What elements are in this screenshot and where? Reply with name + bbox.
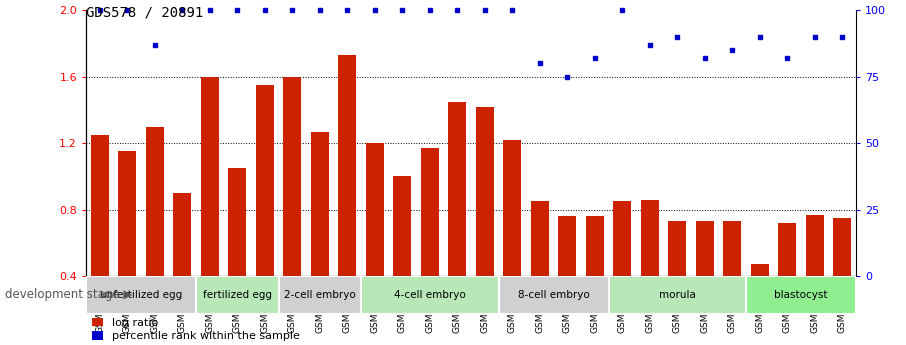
Bar bbox=[201, 77, 218, 276]
Bar bbox=[696, 221, 714, 276]
Bar bbox=[476, 107, 494, 276]
Bar bbox=[498, 276, 609, 314]
Bar bbox=[393, 176, 411, 276]
Bar bbox=[724, 221, 741, 276]
Bar bbox=[504, 140, 521, 276]
Legend: log ratio, percentile rank within the sample: log ratio, percentile rank within the sa… bbox=[92, 318, 300, 341]
Text: blastocyst: blastocyst bbox=[775, 290, 828, 300]
Text: fertilized egg: fertilized egg bbox=[203, 290, 272, 300]
Text: morula: morula bbox=[659, 290, 696, 300]
Bar bbox=[119, 151, 136, 276]
Bar bbox=[366, 143, 384, 276]
Bar bbox=[609, 276, 747, 314]
Bar bbox=[778, 223, 796, 276]
Text: 4-cell embryo: 4-cell embryo bbox=[394, 290, 466, 300]
Bar bbox=[339, 55, 356, 276]
Bar bbox=[311, 131, 329, 276]
Bar bbox=[586, 216, 603, 276]
Bar bbox=[448, 102, 467, 276]
Bar bbox=[806, 215, 824, 276]
Bar bbox=[669, 221, 687, 276]
Text: GDS578 / 20891: GDS578 / 20891 bbox=[86, 5, 203, 19]
Bar bbox=[834, 218, 852, 276]
Bar bbox=[173, 193, 191, 276]
Bar bbox=[284, 77, 302, 276]
Bar bbox=[255, 85, 274, 276]
Text: development stage ▶: development stage ▶ bbox=[5, 288, 132, 302]
Text: 2-cell embryo: 2-cell embryo bbox=[284, 290, 356, 300]
Text: unfertilized egg: unfertilized egg bbox=[100, 290, 182, 300]
Text: 8-cell embryo: 8-cell embryo bbox=[517, 290, 590, 300]
Bar bbox=[421, 148, 439, 276]
Bar bbox=[558, 216, 576, 276]
Bar bbox=[86, 276, 196, 314]
Bar bbox=[228, 168, 246, 276]
Bar bbox=[196, 276, 278, 314]
Bar bbox=[361, 276, 498, 314]
Bar bbox=[641, 200, 659, 276]
Bar bbox=[91, 135, 109, 276]
Bar bbox=[146, 127, 164, 276]
Bar bbox=[751, 264, 769, 276]
Bar bbox=[278, 276, 361, 314]
Bar bbox=[531, 201, 549, 276]
Bar bbox=[613, 201, 631, 276]
Bar bbox=[747, 276, 856, 314]
